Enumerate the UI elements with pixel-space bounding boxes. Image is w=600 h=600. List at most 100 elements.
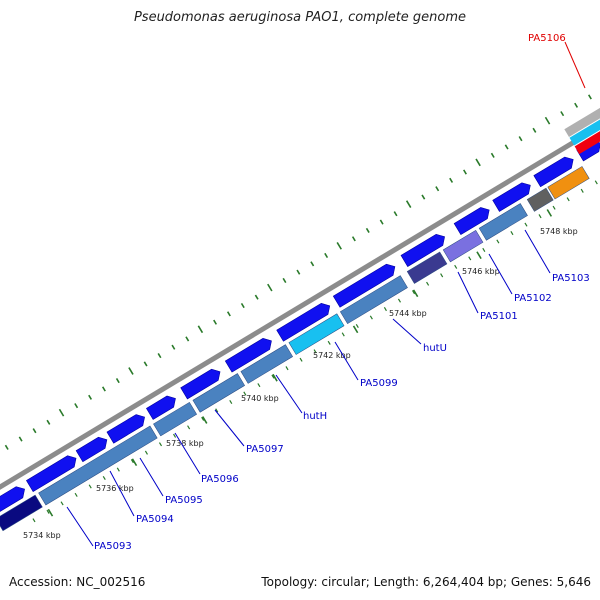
tick-dot: [490, 152, 495, 158]
leader-line: [334, 341, 359, 381]
scale-tick-mark: [47, 508, 54, 517]
scale-tick-mark: [476, 251, 482, 260]
minor-tick: [440, 273, 444, 278]
gene-block: [547, 166, 590, 200]
tick-dot: [475, 158, 481, 167]
gene-block: [478, 203, 528, 241]
gene-block: [442, 229, 484, 263]
scale-tick-label: 5748 kbp: [540, 227, 578, 236]
gene-labels: 5734 kbp 5736 kbp 5738 kbp 5740 kbp 5742 kbp…: [23, 33, 590, 552]
tick-dot: [560, 111, 565, 117]
minor-tick: [102, 475, 106, 481]
tick-dot: [32, 428, 37, 434]
gene-label-pa5103: PA5103: [552, 273, 590, 284]
scale-tick-label: 5734 kbp: [23, 531, 61, 540]
tick-dot: [185, 336, 190, 342]
map-title: Pseudomonas aeruginosa PAO1, complete ge…: [133, 10, 467, 25]
minor-tick: [116, 467, 120, 472]
minor-tick: [496, 239, 500, 244]
corner-genes: [564, 98, 600, 155]
gene-label-pa5099: PA5099: [360, 378, 398, 389]
gene-arrow: [453, 207, 490, 236]
minor-tick: [201, 416, 205, 421]
tick-dot: [336, 241, 342, 250]
scale-tick-mark: [272, 373, 278, 382]
gene-arrow: [492, 182, 531, 212]
tick-dot: [58, 408, 65, 417]
genome-stats-text: Topology: circular; Length: 6,264,404 bp…: [261, 575, 591, 589]
minor-tick: [130, 459, 134, 464]
scale-tick-mark: [352, 325, 359, 334]
tick-dot: [197, 325, 204, 334]
gene-label-pa5097: PA5097: [246, 444, 284, 455]
gene-arrow: [145, 395, 176, 420]
scale-tick-mark: [131, 458, 138, 467]
reverse-strand-genes: [0, 166, 590, 532]
minor-tick: [454, 264, 458, 269]
gene-label-pa5102: PA5102: [514, 293, 552, 304]
minor-tick: [327, 340, 331, 345]
tick-dot: [365, 227, 370, 233]
gene-label-pa5101: PA5101: [480, 311, 518, 322]
gene-block: [526, 187, 554, 212]
tick-dot: [421, 194, 426, 200]
gene-arrow: [180, 368, 221, 400]
forward-strand-genes: [0, 140, 600, 516]
tick-dot: [157, 353, 162, 359]
gene-block: [153, 401, 198, 437]
gene-block: [0, 494, 43, 532]
gene-block: [288, 313, 345, 355]
tick-dot: [101, 386, 106, 392]
tick-dot: [449, 177, 454, 183]
minor-tick: [215, 408, 219, 413]
gene-arrow: [25, 455, 77, 493]
leader-line: [66, 506, 94, 547]
tick-dot: [504, 144, 509, 150]
minor-tick: [426, 281, 430, 286]
scale-tick-label: 5746 kbp: [462, 267, 500, 276]
leader-line: [564, 41, 586, 89]
minor-tick: [32, 518, 36, 523]
gene-arrow: [276, 302, 331, 342]
scale-tick-mark: [546, 209, 553, 217]
minor-tick: [46, 509, 50, 514]
minor-tick: [552, 205, 556, 210]
minor-tick: [580, 188, 584, 193]
tick-dot: [240, 302, 245, 309]
gene-block: [339, 275, 408, 325]
tick-dot: [128, 367, 134, 375]
minor-tick: [411, 290, 416, 295]
minor-tick: [524, 222, 528, 227]
gene-arrow: [75, 436, 108, 463]
accession-text: Accession: NC_002516: [9, 575, 146, 589]
gene-block: [192, 373, 246, 413]
scale-tick-label: 5742 kbp: [313, 351, 351, 360]
tick-dot: [18, 436, 23, 442]
tick-dot: [393, 211, 398, 217]
minor-tick: [173, 433, 177, 438]
tick-dot: [282, 277, 287, 284]
minor-tick: [285, 366, 289, 371]
minor-tick: [510, 231, 514, 236]
tick-dot: [88, 394, 93, 400]
gene-label-pa5094: PA5094: [136, 514, 174, 525]
leader-line: [109, 470, 135, 517]
gene-block: [38, 425, 158, 506]
minor-tick: [158, 442, 163, 447]
tick-dot: [4, 444, 9, 450]
minor-tick: [397, 298, 402, 303]
tick-dot: [115, 378, 120, 384]
minor-tick: [271, 374, 275, 379]
gene-block: [569, 106, 600, 146]
gene-block: [574, 115, 600, 155]
scale-tick-mark: [201, 416, 208, 424]
minor-tick: [74, 492, 78, 497]
tick-dot: [267, 283, 273, 292]
minor-tick: [355, 323, 359, 329]
leader-line: [524, 229, 551, 274]
tick-dot: [143, 361, 148, 367]
scale-tick-label: 5740 kbp: [241, 394, 279, 403]
tick-dot: [74, 403, 79, 409]
scale-tick-mark: [412, 289, 419, 298]
